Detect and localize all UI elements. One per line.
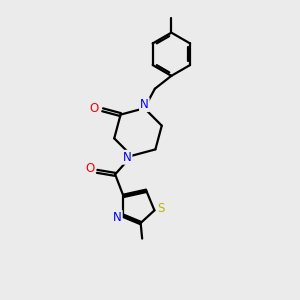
Text: N: N bbox=[113, 211, 122, 224]
Text: S: S bbox=[158, 202, 165, 215]
Text: N: N bbox=[140, 98, 149, 111]
Text: N: N bbox=[123, 151, 131, 164]
Text: O: O bbox=[85, 162, 94, 175]
Text: O: O bbox=[90, 102, 99, 115]
